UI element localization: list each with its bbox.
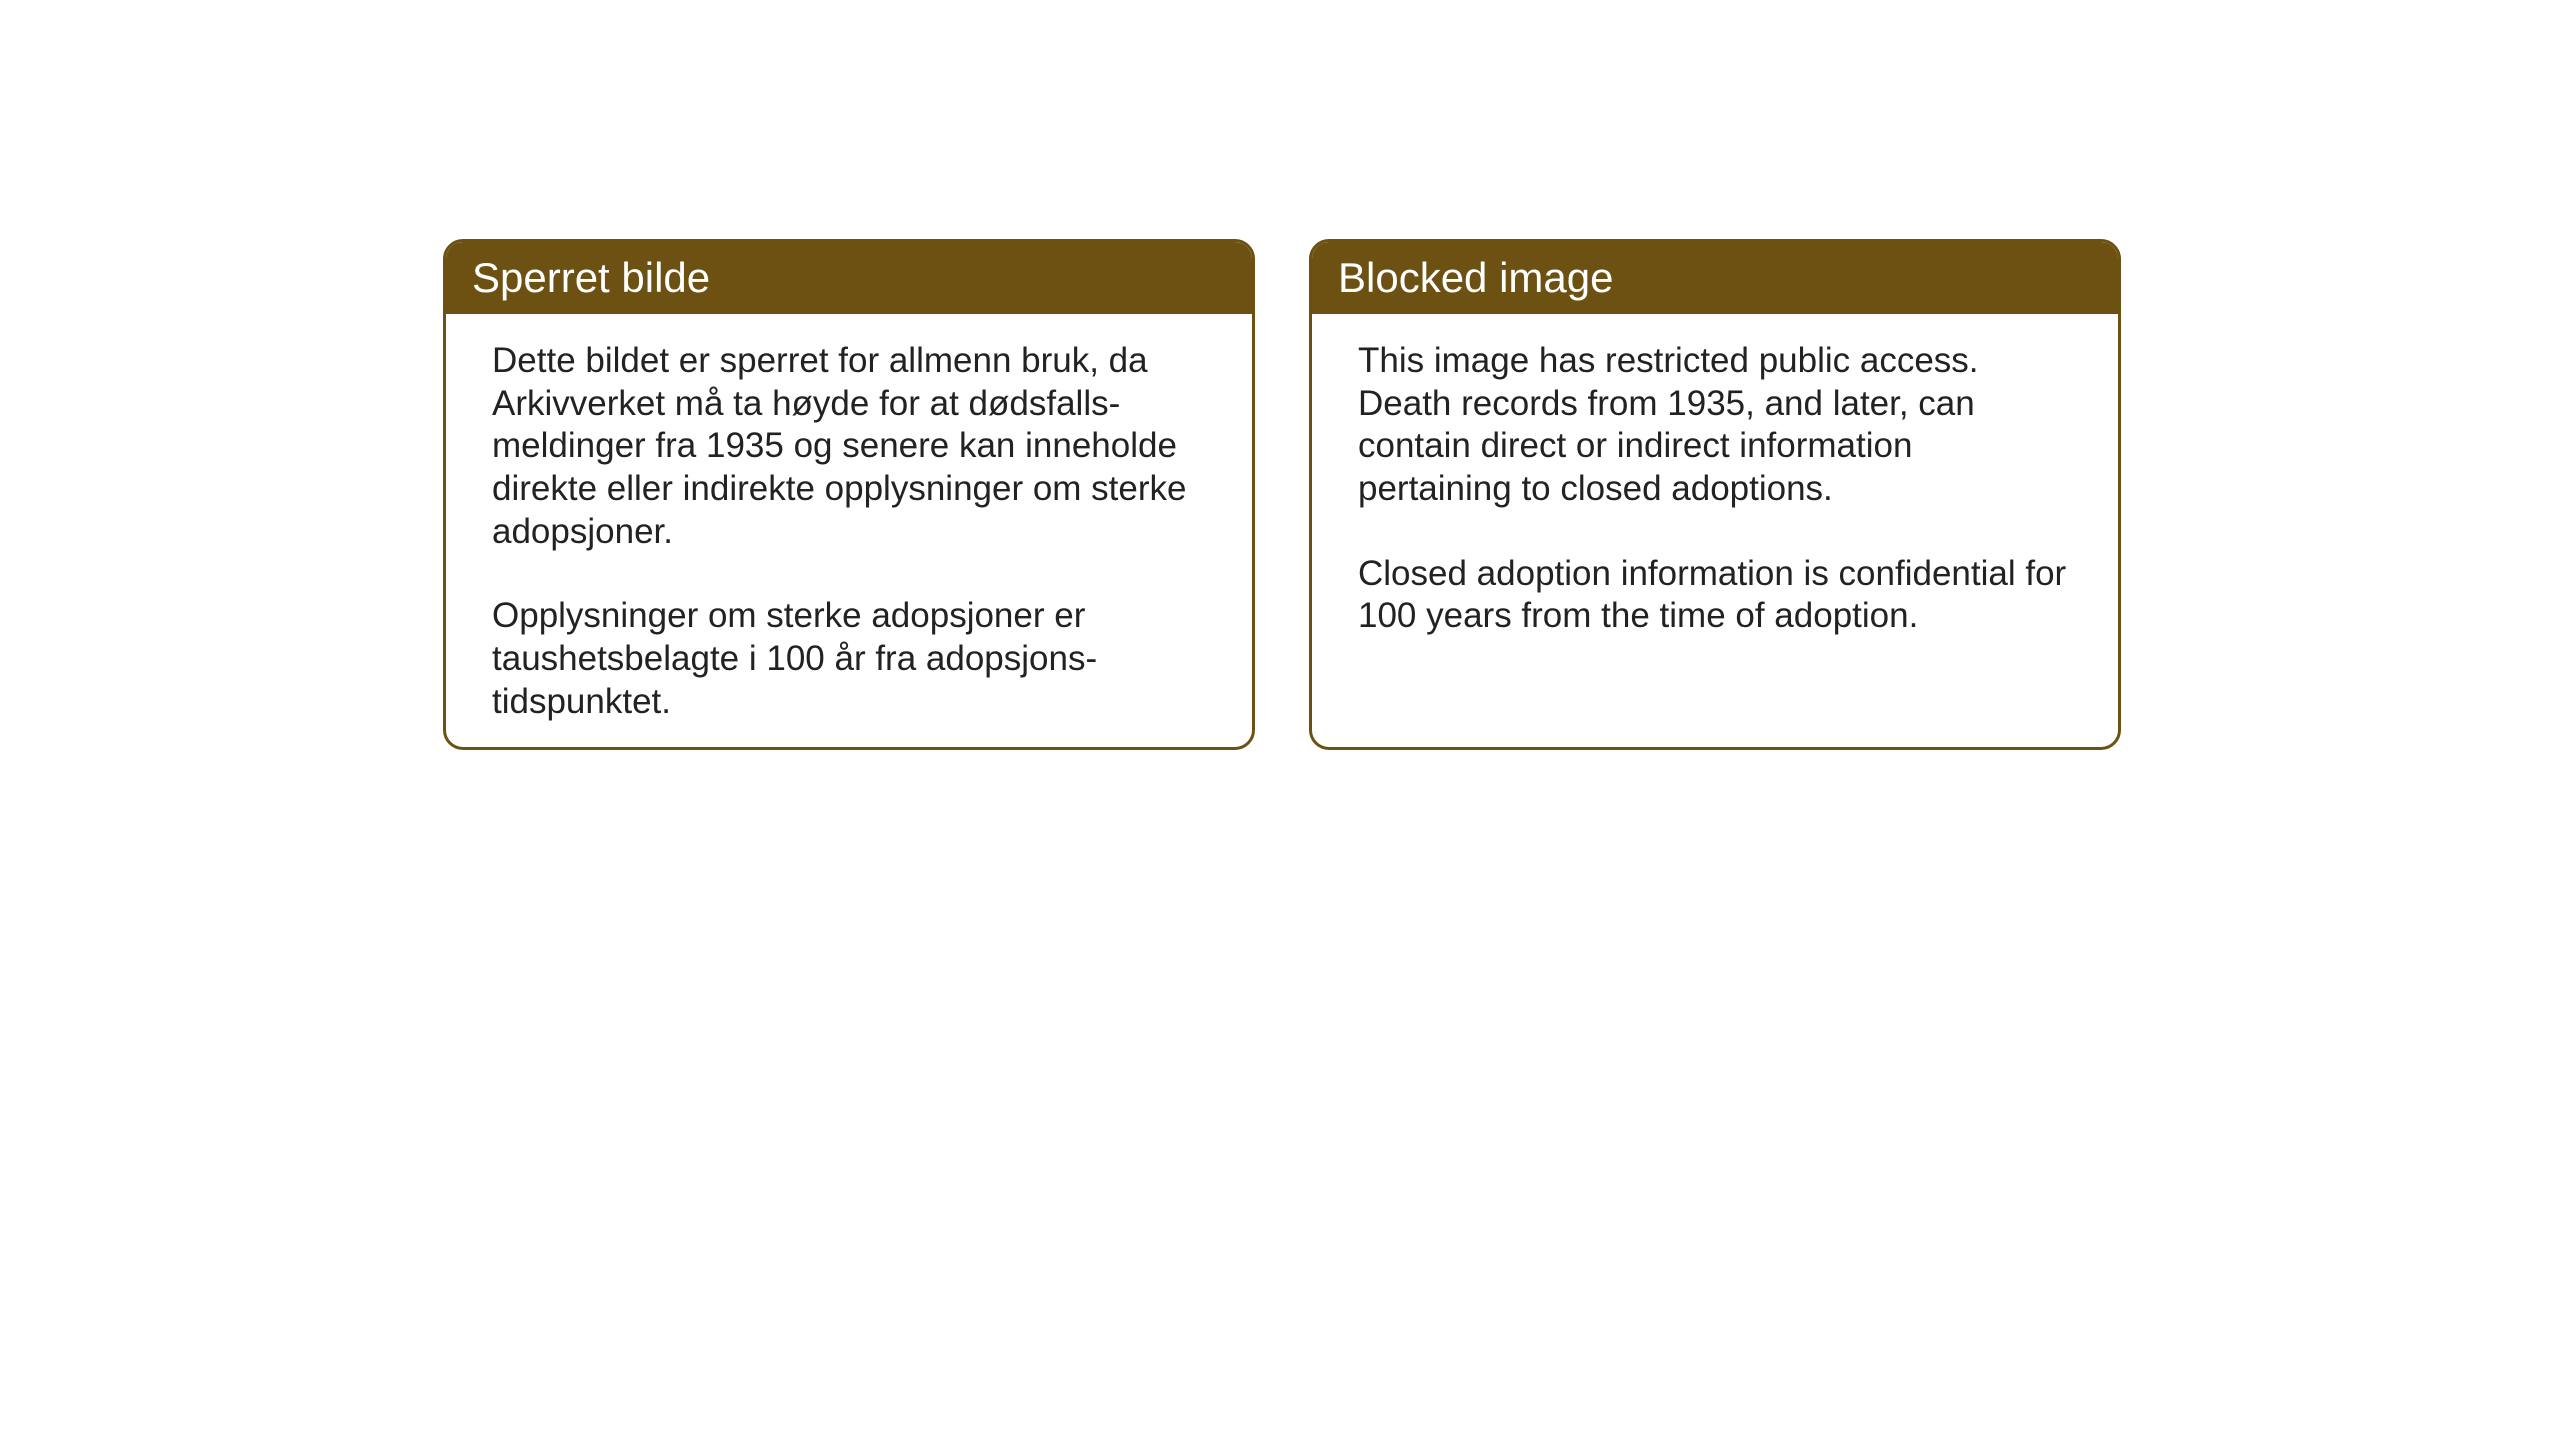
norwegian-notice-card: Sperret bilde Dette bildet er sperret fo…	[443, 239, 1255, 750]
english-paragraph-1: This image has restricted public access.…	[1358, 340, 2072, 511]
norwegian-card-header: Sperret bilde	[446, 242, 1252, 314]
english-card-header: Blocked image	[1312, 242, 2118, 314]
english-card-body: This image has restricted public access.…	[1312, 314, 2118, 664]
norwegian-card-body: Dette bildet er sperret for allmenn bruk…	[446, 314, 1252, 750]
norwegian-paragraph-1: Dette bildet er sperret for allmenn bruk…	[492, 340, 1206, 553]
english-card-title: Blocked image	[1338, 254, 1613, 301]
english-notice-card: Blocked image This image has restricted …	[1309, 239, 2121, 750]
english-paragraph-2: Closed adoption information is confident…	[1358, 553, 2072, 638]
norwegian-card-title: Sperret bilde	[472, 254, 710, 301]
norwegian-paragraph-2: Opplysninger om sterke adopsjoner er tau…	[492, 595, 1206, 723]
cards-container: Sperret bilde Dette bildet er sperret fo…	[443, 239, 2121, 750]
